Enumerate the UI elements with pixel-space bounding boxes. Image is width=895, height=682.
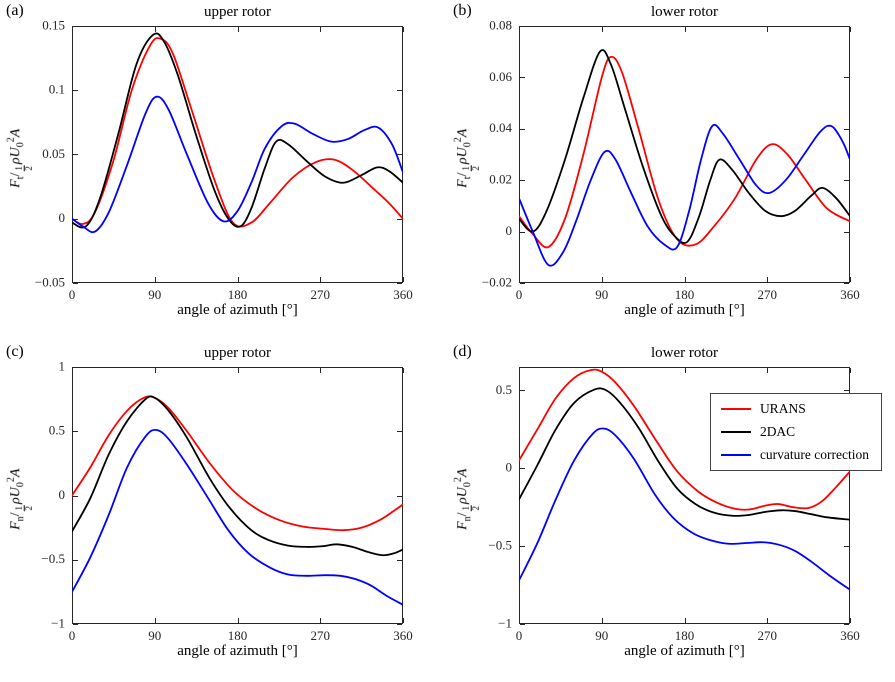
legend-label: 2DAC xyxy=(759,424,796,439)
ylabel-symbol: F xyxy=(8,179,24,188)
ylabel-symbol: F xyxy=(455,179,471,188)
ylabel-symbol: F xyxy=(455,521,471,530)
legend-entry-curvature-correction: curvature correction xyxy=(720,447,869,463)
ylabel-subscript: t xyxy=(462,176,474,180)
ylabel-rho-u: ρU xyxy=(8,487,24,504)
x-axis-label-d: angle of azimuth [°] xyxy=(624,643,745,659)
ylabel-u-superscript: 2 xyxy=(452,477,464,483)
ylabel-rho-u: ρU xyxy=(455,487,471,504)
plot-title-b: lower rotor xyxy=(650,4,719,20)
x-axis-label-a: angle of azimuth [°] xyxy=(177,302,298,318)
panel-b: (b) lower rotor Ft/1 2 ρU02A angle of azim… xyxy=(447,0,894,341)
plot-canvas-c xyxy=(0,341,447,682)
plot-title-d: lower rotor xyxy=(650,345,719,361)
y-axis-label-b: Ft/1 2 ρU02A xyxy=(453,58,482,258)
fraction-denominator: 2 xyxy=(23,166,34,171)
ylabel-slash: / xyxy=(455,512,471,517)
ylabel-rho-u: ρU xyxy=(455,147,471,165)
plot-canvas-a xyxy=(0,0,447,341)
legend-line-blue xyxy=(720,454,751,456)
panel-d: (d) lower rotor Fn/1 2 ρU02A angle of azim… xyxy=(447,341,894,682)
y-axis-label-d: Fn/1 2 ρU02A xyxy=(453,399,482,599)
ylabel-area: A xyxy=(8,128,24,138)
legend: URANS 2DAC curvature correction xyxy=(709,393,882,471)
x-axis-label-c: angle of azimuth [°] xyxy=(177,643,298,659)
ylabel-slash: / xyxy=(455,172,471,177)
ylabel-symbol: F xyxy=(8,521,24,530)
legend-entry-urans: URANS xyxy=(720,401,869,417)
ylabel-u-subscript: 0 xyxy=(15,142,27,148)
panel-letter-d: (d) xyxy=(453,343,472,360)
legend-line-red xyxy=(720,408,751,410)
ylabel-u-subscript: 0 xyxy=(462,482,474,488)
ylabel-slash: / xyxy=(8,512,24,517)
ylabel-u-superscript: 2 xyxy=(5,137,17,143)
plot-title-c: upper rotor xyxy=(203,345,272,361)
ylabel-area: A xyxy=(455,128,471,138)
ylabel-subscript: n xyxy=(462,516,474,522)
ylabel-slash: / xyxy=(8,172,24,177)
ylabel-u-superscript: 2 xyxy=(452,137,464,143)
ylabel-area: A xyxy=(455,468,471,478)
plot-canvas-b xyxy=(447,0,894,341)
legend-line-black xyxy=(720,431,751,433)
panel-letter-c: (c) xyxy=(6,343,24,360)
ylabel-rho-u: ρU xyxy=(8,147,24,165)
ylabel-subscript: t xyxy=(15,176,27,180)
x-axis-label-b: angle of azimuth [°] xyxy=(624,302,745,318)
ylabel-u-subscript: 0 xyxy=(15,482,27,488)
fraction-denominator: 2 xyxy=(470,166,481,171)
panel-letter-b: (b) xyxy=(453,2,472,19)
fraction-denominator: 2 xyxy=(470,506,481,511)
ylabel-u-subscript: 0 xyxy=(462,142,474,148)
ylabel-area: A xyxy=(8,468,24,478)
panel-a: (a) upper rotor Ft/1 2 ρU02A angle of azim… xyxy=(0,0,447,341)
legend-label: curvature correction xyxy=(759,447,869,462)
panel-letter-a: (a) xyxy=(6,2,24,19)
y-axis-label-c: Fn/1 2 ρU02A xyxy=(6,399,35,599)
ylabel-u-superscript: 2 xyxy=(5,477,17,483)
fraction-denominator: 2 xyxy=(23,506,34,511)
plot-title-a: upper rotor xyxy=(203,4,272,20)
panel-c: (c) upper rotor Fn/1 2 ρU02A angle of azim… xyxy=(0,341,447,682)
legend-entry-2dac: 2DAC xyxy=(720,424,869,440)
legend-label: URANS xyxy=(759,401,806,416)
ylabel-subscript: n xyxy=(15,516,27,522)
y-axis-label-a: Ft/1 2 ρU02A xyxy=(6,58,35,258)
